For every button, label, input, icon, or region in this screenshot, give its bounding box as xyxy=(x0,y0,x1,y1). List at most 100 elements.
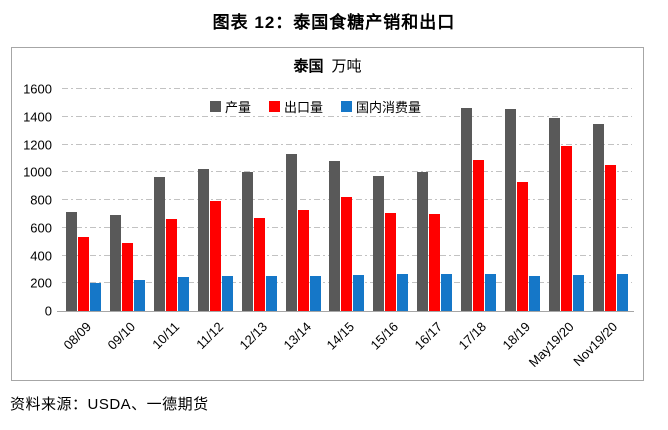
bar-group xyxy=(62,89,106,311)
y-tick-label: 400 xyxy=(30,248,52,263)
chart-title-region: 泰国 xyxy=(293,58,324,75)
bar xyxy=(592,123,604,311)
x-tick-label: May19/20 xyxy=(525,319,577,370)
bar xyxy=(66,211,78,311)
bar xyxy=(385,212,397,311)
bar-group xyxy=(457,89,501,311)
bar xyxy=(209,200,221,311)
bar xyxy=(373,176,385,311)
x-axis-line xyxy=(57,310,634,312)
bar xyxy=(341,196,353,311)
bar xyxy=(134,280,146,311)
bar xyxy=(604,165,616,311)
legend-item: 出口量 xyxy=(268,97,323,116)
bar xyxy=(285,154,297,311)
y-tick-label: 1200 xyxy=(23,137,52,152)
bar-group xyxy=(281,89,325,311)
legend-item: 产量 xyxy=(209,97,251,116)
y-tick-label: 200 xyxy=(30,275,52,291)
chart-title: 泰国 万吨 xyxy=(12,55,643,76)
bar xyxy=(90,282,102,311)
x-tick-label: 12/13 xyxy=(236,319,270,353)
bar xyxy=(353,274,365,311)
x-tick-label: 11/12 xyxy=(193,319,227,352)
legend-item: 国内消费量 xyxy=(341,97,421,116)
x-tick-label: 09/10 xyxy=(104,319,139,353)
legend-label: 国内消费量 xyxy=(356,100,422,115)
x-tick-label: 18/19 xyxy=(499,319,533,353)
bar xyxy=(297,210,309,311)
bar xyxy=(417,172,429,311)
bar-group xyxy=(150,89,194,311)
bar xyxy=(110,215,122,311)
bar xyxy=(178,277,190,311)
gridline xyxy=(62,115,632,117)
bar-group xyxy=(544,89,588,311)
chart-title-unit: 万吨 xyxy=(331,58,362,75)
gridline xyxy=(62,143,632,145)
x-tick-label: 17/18 xyxy=(455,319,490,353)
y-axis-labels: 0 200 400 600 800 1000 1200 1400 1600 xyxy=(12,83,58,318)
bar xyxy=(122,243,134,311)
y-tick-label: 1400 xyxy=(23,109,52,125)
x-tick-label: 16/17 xyxy=(411,319,446,353)
x-tick-label: 15/16 xyxy=(367,319,402,353)
x-tick-label: Nov19/20 xyxy=(570,319,621,369)
bar xyxy=(441,273,453,311)
bar xyxy=(154,177,166,311)
figure-title: 图表 12：泰国食糖产销和出口 xyxy=(212,13,456,32)
bar xyxy=(78,237,90,311)
bar xyxy=(241,172,253,311)
x-tick-label: 14/15 xyxy=(323,319,358,353)
bar xyxy=(616,274,628,311)
bar xyxy=(309,275,321,311)
x-tick-label: 08/09 xyxy=(60,319,95,353)
bar-group xyxy=(194,89,238,311)
legend-swatch-icon xyxy=(209,101,221,112)
bar-group xyxy=(369,89,413,311)
bar xyxy=(221,275,233,311)
source-note: 资料来源：USDA、一德期货 xyxy=(10,396,209,413)
bar-group xyxy=(325,89,369,311)
gridline xyxy=(62,171,632,173)
legend-swatch-icon xyxy=(268,101,280,112)
bar xyxy=(397,274,409,311)
y-tick-label: 0 xyxy=(44,303,52,319)
bar xyxy=(504,109,516,311)
chart-frame: 泰国 万吨 产量 出口量 国内消费量 0 200 400 600 800 1000 1200 140… xyxy=(11,47,644,381)
bar xyxy=(473,159,485,311)
bar-group xyxy=(588,89,632,311)
y-tick-label: 1600 xyxy=(23,81,52,97)
x-tick-label: 10/11 xyxy=(149,319,183,352)
gridline xyxy=(62,88,632,89)
x-tick-label: 13/14 xyxy=(280,319,314,353)
bar xyxy=(253,218,265,311)
plot-area xyxy=(57,88,634,312)
y-tick-label: 1000 xyxy=(23,164,52,180)
chart-legend: 产量 出口量 国内消费量 xyxy=(0,97,631,116)
x-axis-labels: 08/09 09/10 10/11 11/12 12/13 13/14 14/15 15/16… xyxy=(60,315,632,377)
bar-group xyxy=(237,89,281,311)
bar xyxy=(516,181,528,311)
bar xyxy=(329,161,341,311)
legend-label: 出口量 xyxy=(283,100,323,115)
legend-swatch-icon xyxy=(341,101,352,112)
bar xyxy=(197,169,209,311)
bar xyxy=(166,218,178,311)
bar xyxy=(572,274,584,311)
bar-group xyxy=(413,89,457,311)
bar xyxy=(560,145,572,311)
bar-group xyxy=(106,89,150,311)
bar xyxy=(265,275,277,311)
y-tick-label: 600 xyxy=(30,220,52,236)
bar-group xyxy=(500,89,544,311)
bar xyxy=(528,275,540,311)
legend-label: 产量 xyxy=(224,100,251,115)
bar xyxy=(429,213,441,311)
bar xyxy=(548,118,560,311)
bar xyxy=(485,274,497,311)
bars-container xyxy=(62,89,632,311)
bar xyxy=(461,107,473,311)
y-tick-label: 800 xyxy=(30,192,52,208)
